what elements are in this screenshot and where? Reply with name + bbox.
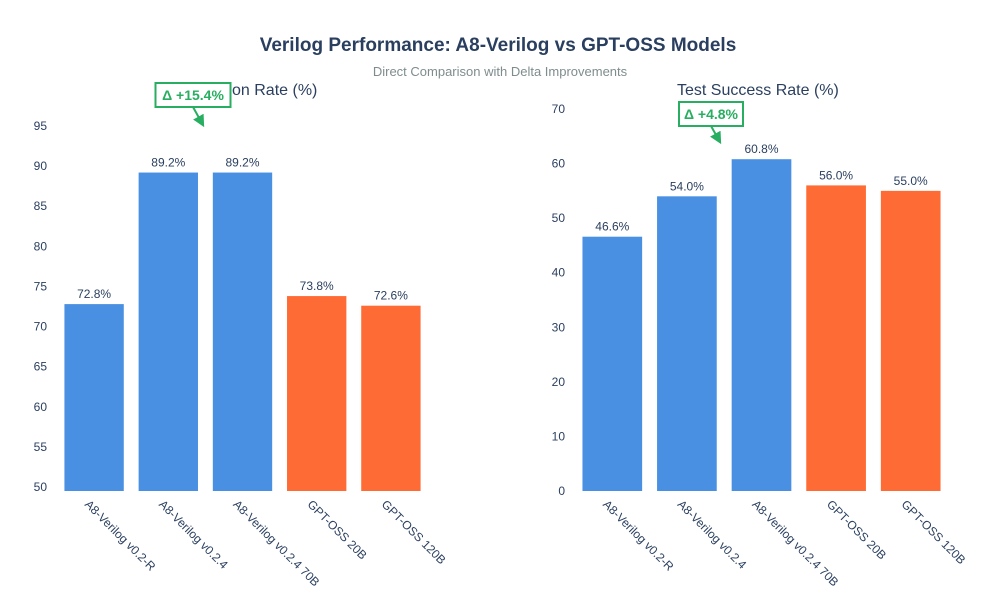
delta-arrow (710, 125, 722, 145)
delta-label: Δ +4.8% (684, 106, 739, 122)
bar (582, 236, 643, 491)
y-tick-label: 55 (34, 440, 48, 454)
x-tick-label: GPT-OSS 20B (824, 497, 889, 562)
bar (361, 305, 421, 491)
bar (64, 304, 124, 491)
bar-value-label: 60.8% (744, 142, 778, 156)
x-tick-label: GPT-OSS 20B (305, 497, 370, 562)
bar (880, 190, 941, 491)
y-tick-label: 60 (34, 400, 48, 414)
y-tick-label: 70 (34, 320, 48, 334)
bar-value-label: 56.0% (819, 168, 853, 182)
delta-box (154, 82, 232, 108)
y-tick-label: 70 (552, 102, 566, 116)
x-tick-label: A8-Verilog v0.2.4 (156, 497, 231, 572)
delta-annotation: Δ +15.4% (154, 82, 232, 128)
panel-right: Test Success Rate (%) 0 10 20 30 40 50 60 70 46.6… (552, 82, 969, 589)
x-tick-label: A8-Verilog v0.2-R (82, 497, 159, 574)
bar-value-label: 73.8% (300, 279, 334, 293)
delta-box (678, 101, 744, 127)
y-tick-label: 0 (558, 484, 565, 498)
x-tick-label: GPT-OSS 120B (379, 497, 449, 567)
y-tick-label: 50 (552, 211, 566, 225)
panel-left: on Rate (%) 50 55 60 65 70 75 80 85 90 95 72.8% A8-V… (34, 82, 449, 589)
bar (657, 196, 717, 492)
bar (806, 185, 866, 491)
y-tick-label: 95 (34, 119, 48, 133)
bar-value-label: 89.2% (151, 156, 185, 170)
y-tick-label: 10 (552, 429, 566, 443)
y-tick-label: 80 (34, 239, 48, 253)
y-tick-label: 50 (34, 480, 48, 494)
x-tick-label: GPT-OSS 120B (899, 497, 969, 567)
bar-value-label: 72.6% (374, 289, 408, 303)
x-tick-label: A8-Verilog v0.2-R (600, 497, 677, 574)
delta-arrow (192, 106, 205, 128)
y-tick-label: 65 (34, 360, 48, 374)
x-tick-label: A8-Verilog v0.2.4 70B (749, 497, 841, 589)
bar-value-label: 54.0% (670, 179, 704, 193)
y-tick-label: 90 (34, 159, 48, 173)
bar-value-label: 72.8% (77, 287, 111, 301)
chart-title: Verilog Performance: A8-Verilog vs GPT-O… (260, 35, 737, 56)
bar-value-label: 55.0% (894, 174, 928, 188)
bar (212, 172, 273, 491)
bar-value-label: 89.2% (225, 156, 259, 170)
panel-title: Test Success Rate (%) (677, 82, 839, 99)
y-tick-label: 75 (34, 279, 48, 293)
y-tick-label: 60 (552, 157, 566, 171)
y-tick-label: 30 (552, 320, 566, 334)
bar (138, 172, 198, 491)
y-tick-label: 40 (552, 266, 566, 280)
y-tick-label: 85 (34, 199, 48, 213)
delta-annotation: Δ +4.8% (678, 101, 744, 145)
delta-label: Δ +15.4% (162, 87, 224, 103)
chart-subtitle: Direct Comparison with Delta Improvement… (373, 64, 628, 79)
panel-title: on Rate (%) (232, 82, 317, 99)
bar (731, 159, 792, 491)
x-tick-label: A8-Verilog v0.2.4 (675, 497, 750, 572)
bar (287, 296, 347, 491)
bar-value-label: 46.6% (595, 220, 629, 234)
y-tick-label: 20 (552, 375, 566, 389)
